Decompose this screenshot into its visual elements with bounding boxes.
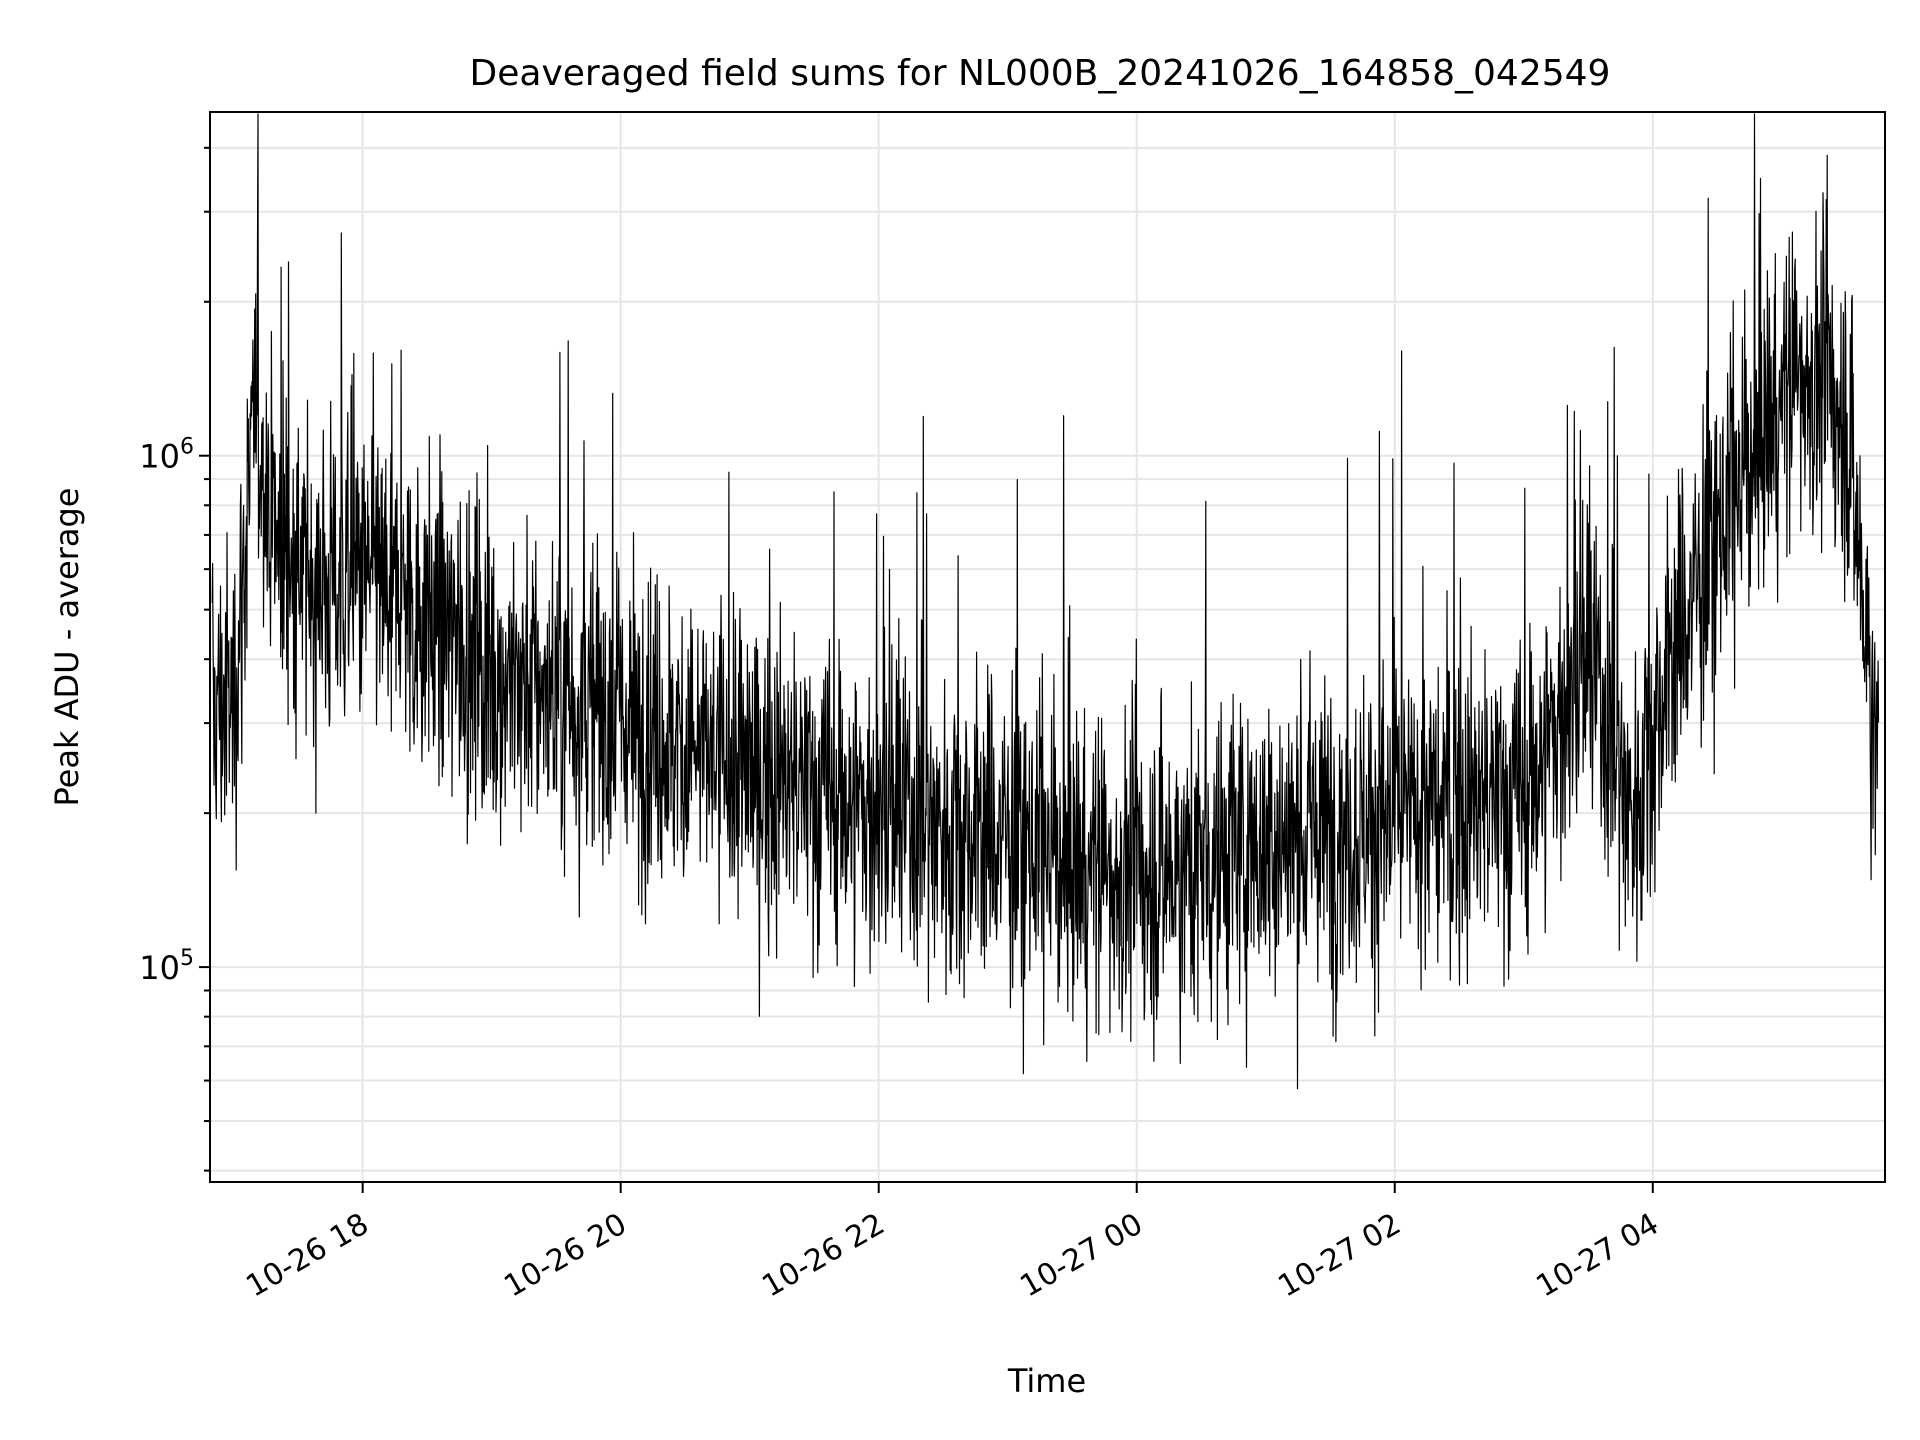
y-tick-label: 106	[139, 435, 194, 476]
x-tick-label: 10-26 18	[240, 1207, 374, 1305]
series-line	[211, 113, 1880, 1090]
x-tick-label: 10-26 22	[756, 1207, 890, 1305]
x-axis-label: Time	[1007, 1362, 1086, 1400]
x-axis: 10-26 18 10-26 20 10-26 22 10-27 00 10-27 02…	[240, 1182, 1665, 1305]
grid-lines	[210, 112, 1885, 1182]
plot-frame	[209, 111, 1886, 1183]
y-axis-label: Peak ADU - average	[48, 488, 86, 807]
x-tick-label: 10-27 02	[1272, 1207, 1406, 1305]
y-tick-label: 105	[139, 946, 194, 987]
x-tick-label: 10-26 20	[498, 1207, 632, 1305]
data-trace	[211, 113, 1880, 1090]
y-axis: 105 106	[139, 146, 210, 1172]
x-tick-label: 10-27 04	[1530, 1207, 1664, 1305]
x-tick-label: 10-27 00	[1014, 1207, 1148, 1305]
chart-title: Deaveraged field sums for NL000B_2024102…	[470, 53, 1611, 94]
